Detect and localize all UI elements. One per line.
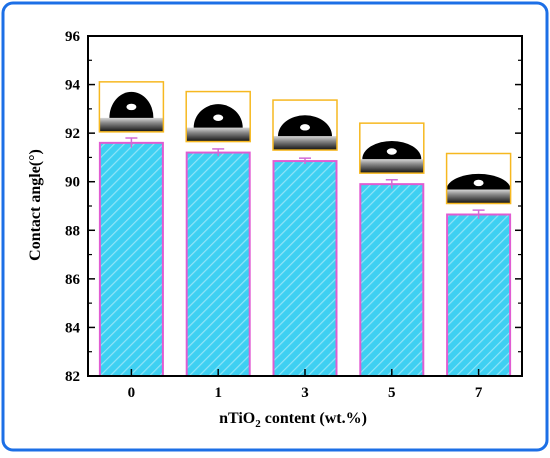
droplet-highlight	[126, 103, 137, 111]
x-axis-title-rest: content (wt.%)	[261, 410, 367, 427]
droplet-insets-layer	[98, 81, 512, 205]
error-bars-layer	[125, 137, 485, 219]
x-tick-label: 3	[301, 385, 309, 401]
droplet-inset-3	[272, 99, 338, 151]
y-tick-label: 84	[65, 320, 81, 336]
bar-5	[359, 183, 425, 377]
bars-layer	[98, 141, 512, 377]
droplet-highlight	[473, 179, 484, 187]
y-tick-label: 88	[65, 223, 80, 239]
y-tick-label: 96	[65, 29, 81, 45]
x-axis-ticks: 0 1 3 5 7	[128, 369, 483, 401]
x-axis-title-main: nTiO	[219, 410, 255, 427]
inset-border	[98, 81, 165, 133]
droplet-inset-5	[359, 122, 425, 174]
x-tick-label: 5	[388, 385, 396, 401]
droplet-highlight	[213, 114, 224, 121]
droplet-highlight	[300, 124, 310, 131]
inset-substrate	[99, 117, 164, 132]
x-axis-title: nTiO2 content (wt.%)	[219, 410, 367, 430]
y-tick-label: 86	[65, 272, 81, 288]
droplet-inset-0	[98, 81, 165, 133]
x-tick-label: 0	[128, 385, 136, 401]
inset-border	[185, 90, 251, 143]
inset-border	[272, 99, 338, 151]
y-tick-label: 90	[65, 175, 80, 191]
x-tick-label: 7	[475, 385, 483, 401]
y-axis-title: Contact angle(°)	[27, 149, 44, 261]
bar-7	[446, 213, 512, 377]
bar-3	[272, 160, 338, 377]
y-tick-label: 82	[65, 369, 80, 385]
y-tick-label: 94	[65, 78, 81, 94]
x-axis-title-subscript: 2	[255, 418, 261, 430]
bar-1	[185, 151, 251, 377]
droplet-inset-1	[185, 90, 251, 143]
x-tick-label: 1	[214, 385, 222, 401]
bar-0	[98, 141, 164, 377]
inset-substrate	[359, 159, 424, 174]
y-axis-ticks: 82 84 86 88 90 92 94 96	[65, 29, 522, 385]
droplet-highlight	[386, 148, 397, 155]
inset-substrate	[273, 136, 337, 151]
y-tick-label: 92	[65, 126, 80, 142]
droplet-inset-7	[445, 152, 512, 205]
inset-border	[445, 152, 512, 205]
inset-substrate	[186, 127, 251, 142]
inset-border	[359, 122, 425, 174]
inset-substrate	[446, 189, 511, 204]
